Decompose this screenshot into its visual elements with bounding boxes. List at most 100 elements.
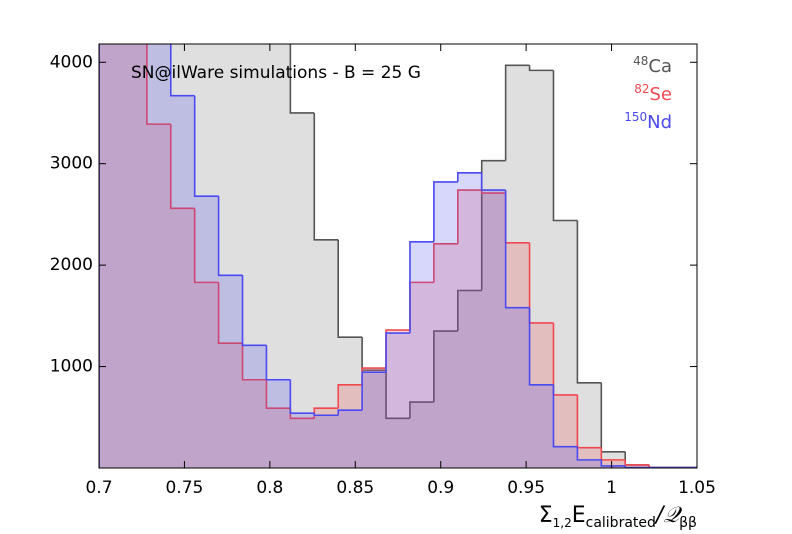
x-tick-label: 0.8 [256,478,283,498]
bar [362,372,387,468]
legend-entry: 48Ca [633,54,672,77]
bar-edge [313,413,339,417]
bar [505,307,530,468]
plot-area [99,0,697,468]
bar-edge [265,379,291,409]
bar-edge [624,451,650,466]
legend-mass-number: 82 [634,82,649,96]
bar [433,243,458,468]
bar [170,44,195,468]
bar-edge [528,307,554,386]
bar-edge [385,332,410,373]
bar-edge [193,95,219,197]
x-label-part: /𝒬 [654,503,682,528]
bar [362,370,387,468]
legend-entry: 150Nd [624,110,672,133]
bar [577,382,602,468]
legend-label: Se [650,84,673,105]
bar [218,275,243,468]
bar-edge [266,0,290,12]
bar [194,282,219,468]
bar-edge [480,190,506,194]
bar-edge [217,282,243,345]
bar [290,413,315,468]
legend-mass-number: 150 [624,110,647,124]
y-tick-label: 3000 [50,154,93,174]
bar [314,408,339,468]
bar [146,124,171,468]
bar [338,384,363,468]
bar-edge [241,343,267,381]
bar-edge [169,124,195,210]
legend-mass-number: 48 [633,54,648,68]
bar [218,44,243,468]
bar [553,394,578,468]
bar-edge [600,382,626,453]
bar-edge [552,384,578,448]
bar [266,408,291,468]
bar [242,345,267,468]
bar [362,368,387,468]
bar-edge [337,239,363,338]
bar [386,333,410,468]
axes: 0.7 0.75 0.8 0.85 0.9 0.95 1 1.05 1000 2000 3000 40… [50,44,716,498]
bar [290,112,315,468]
x-label-part: E [572,503,586,528]
bar-edge [504,190,530,309]
bar [122,44,147,468]
bar [433,331,458,468]
bar-edge [147,0,171,1]
x-label-part: ββ [679,515,697,531]
legend-label: Nd [647,112,672,133]
bar [242,379,267,468]
bar [409,402,434,468]
bar-edge [600,459,626,467]
bar [577,447,602,468]
bar [218,343,243,468]
bar-edge [313,112,339,241]
x-label-part: 1,2 [553,516,572,530]
bar-edge [289,379,315,415]
bar-edge [169,44,195,97]
bar-edge [433,330,458,403]
bar [338,337,363,468]
bar-edge [456,289,482,332]
bar [99,44,123,468]
bar [601,459,626,468]
x-label-part: Σ [539,503,553,528]
bar [314,415,339,468]
bar-edge [409,240,434,334]
bar-edge [193,208,219,284]
x-tick-label: 1.05 [678,478,716,498]
bar [529,384,554,468]
x-tick-label: 0.9 [427,478,454,498]
y-tick-label: 2000 [50,255,93,275]
bar [314,239,339,468]
bar-edge [433,243,458,283]
bar-edge [337,409,363,416]
bar-edge [385,370,410,420]
bar-edge [289,44,315,114]
bar-edge [409,401,434,419]
x-label-part: calibrated [586,515,656,531]
bar [146,44,171,468]
legend-entry: 82Se [634,82,672,105]
bar [553,220,578,468]
bar-edge [241,275,267,347]
bar-edge [433,181,458,242]
bar [505,65,530,468]
bar [409,241,434,468]
bar [170,95,195,468]
bar-edge [528,65,554,72]
bar [242,44,267,468]
bar [266,44,291,468]
bar [481,160,506,468]
bar-edge [576,446,602,461]
bar-edge [624,465,650,468]
bar [529,322,554,468]
bar-edge [456,189,482,244]
x-axis-label: Σ1,2Ecalibrated/𝒬ββ [539,503,697,531]
bar-edge [456,172,482,182]
